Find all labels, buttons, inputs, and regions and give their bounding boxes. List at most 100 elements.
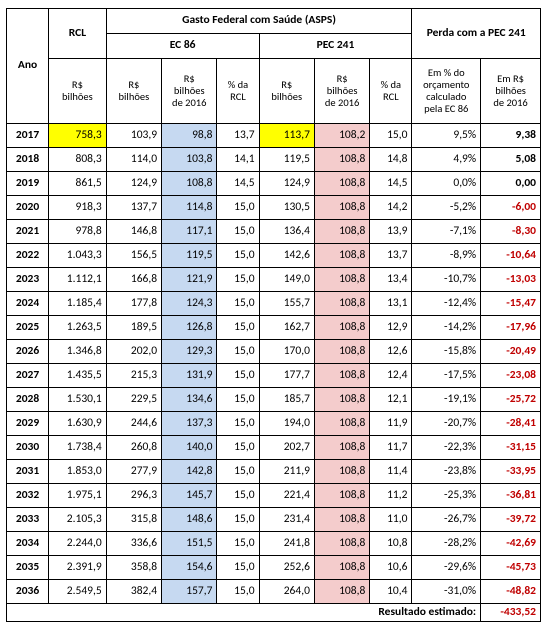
- table-row: 20321.975,1296,3145,715,0221,4108,811,2-…: [7, 484, 541, 508]
- cell-rcl: 2.549,5: [49, 580, 107, 604]
- cell-ano: 2024: [7, 292, 49, 316]
- cell-perda-bilhoes: -13,03: [481, 268, 541, 292]
- cell-ec-bilhoes: 124,9: [106, 172, 161, 196]
- table-row: 20342.244,0336,6151,515,0241,8108,810,8-…: [7, 532, 541, 556]
- table-row: 20251.263,5189,5126,815,0162,7108,812,9-…: [7, 316, 541, 340]
- cell-ec-pct: 15,0: [217, 532, 259, 556]
- table-row: 20362.549,5382,4157,715,0264,0108,810,4-…: [7, 580, 541, 604]
- cell-perda-bilhoes: 9,38: [481, 124, 541, 148]
- cell-pec-bilhoes: 136,4: [259, 220, 314, 244]
- cell-perda-pct: -20,7%: [412, 412, 481, 436]
- cell-rcl: 1.043,3: [49, 244, 107, 268]
- cell-pec-bilhoes: 170,0: [259, 340, 314, 364]
- cell-rcl: 1.346,8: [49, 340, 107, 364]
- cell-pec-pct: 15,0: [370, 124, 412, 148]
- cell-pec-bilhoes: 231,4: [259, 508, 314, 532]
- table-row: 2019861,5124,9108,814,5124,9108,814,50,0…: [7, 172, 541, 196]
- cell-perda-pct: -23,8%: [412, 460, 481, 484]
- cell-ec-bilhoes2016: 154,6: [162, 556, 217, 580]
- cell-perda-pct: 4,9%: [412, 148, 481, 172]
- table-row: 2021978,8146,8117,115,0136,4108,813,9-7,…: [7, 220, 541, 244]
- cell-ec-pct: 15,0: [217, 412, 259, 436]
- cell-perda-pct: 0,0%: [412, 172, 481, 196]
- cell-ano: 2027: [7, 364, 49, 388]
- col-rcl-bilhoes: R$bilhões: [49, 59, 107, 124]
- cell-pec-bilhoes2016: 108,8: [314, 412, 369, 436]
- cell-ec-bilhoes: 296,3: [106, 484, 161, 508]
- cell-ano: 2033: [7, 508, 49, 532]
- colgroup-rcl: RCL: [49, 9, 107, 59]
- cell-ano: 2032: [7, 484, 49, 508]
- cell-pec-bilhoes: 113,7: [259, 124, 314, 148]
- cell-pec-pct: 11,0: [370, 508, 412, 532]
- table-row: 2017758,3103,998,813,7113,7108,215,09,5%…: [7, 124, 541, 148]
- cell-rcl: 2.391,9: [49, 556, 107, 580]
- cell-pec-bilhoes: 130,5: [259, 196, 314, 220]
- table-row: 20221.043,3156,5119,515,0142,6108,813,7-…: [7, 244, 541, 268]
- cell-perda-bilhoes: -33,95: [481, 460, 541, 484]
- cell-perda-pct: -25,3%: [412, 484, 481, 508]
- health-spending-table: Ano RCL Gasto Federal com Saúde (ASPS) P…: [6, 8, 541, 622]
- table-row: 20291.630,9244,6137,315,0194,0108,811,9-…: [7, 412, 541, 436]
- cell-pec-bilhoes: 252,6: [259, 556, 314, 580]
- cell-perda-pct: -22,3%: [412, 436, 481, 460]
- cell-ec-pct: 15,0: [217, 508, 259, 532]
- cell-pec-pct: 14,2: [370, 196, 412, 220]
- cell-pec-bilhoes2016: 108,8: [314, 196, 369, 220]
- cell-ano: 2018: [7, 148, 49, 172]
- col-pec-pct: % daRCL: [370, 59, 412, 124]
- cell-ec-bilhoes2016: 131,9: [162, 364, 217, 388]
- cell-perda-pct: -12,4%: [412, 292, 481, 316]
- cell-pec-pct: 12,9: [370, 316, 412, 340]
- cell-ec-bilhoes: 156,5: [106, 244, 161, 268]
- cell-ec-pct: 15,0: [217, 460, 259, 484]
- cell-pec-pct: 13,7: [370, 244, 412, 268]
- cell-ano: 2036: [7, 580, 49, 604]
- cell-perda-bilhoes: -6,00: [481, 196, 541, 220]
- cell-perda-pct: -19,1%: [412, 388, 481, 412]
- cell-pec-bilhoes2016: 108,8: [314, 172, 369, 196]
- cell-rcl: 1.630,9: [49, 412, 107, 436]
- cell-ec-pct: 15,0: [217, 364, 259, 388]
- cell-ano: 2035: [7, 556, 49, 580]
- cell-ano: 2030: [7, 436, 49, 460]
- cell-perda-pct: -5,2%: [412, 196, 481, 220]
- cell-perda-pct: 9,5%: [412, 124, 481, 148]
- cell-pec-pct: 12,4: [370, 364, 412, 388]
- col-perda-bilhoes: Em R$bilhõesde 2016: [481, 59, 541, 124]
- cell-perda-pct: -28,2%: [412, 532, 481, 556]
- cell-ec-bilhoes: 114,0: [106, 148, 161, 172]
- cell-ec-bilhoes: 189,5: [106, 316, 161, 340]
- cell-pec-bilhoes: 264,0: [259, 580, 314, 604]
- cell-rcl: 1.185,4: [49, 292, 107, 316]
- cell-perda-pct: -8,9%: [412, 244, 481, 268]
- col-perda-pct: Em % doorçamentocalculadopela EC 86: [412, 59, 481, 124]
- cell-perda-bilhoes: -25,72: [481, 388, 541, 412]
- cell-perda-bilhoes: -23,08: [481, 364, 541, 388]
- col-ec-pct: % daRCL: [217, 59, 259, 124]
- cell-ec-bilhoes: 229,5: [106, 388, 161, 412]
- colgroup-perda: Perda com a PEC 241: [412, 9, 541, 59]
- cell-rcl: 1.975,1: [49, 484, 107, 508]
- cell-ec-bilhoes2016: 151,5: [162, 532, 217, 556]
- cell-ec-pct: 15,0: [217, 436, 259, 460]
- cell-rcl: 1.853,0: [49, 460, 107, 484]
- cell-pec-bilhoes2016: 108,8: [314, 268, 369, 292]
- col-pec-bilhoes: R$bilhões: [259, 59, 314, 124]
- col-pec-bilhoes2016: R$bilhõesde 2016: [314, 59, 369, 124]
- cell-perda-pct: -15,8%: [412, 340, 481, 364]
- cell-pec-pct: 11,9: [370, 412, 412, 436]
- cell-ec-bilhoes: 177,8: [106, 292, 161, 316]
- cell-ec-bilhoes: 166,8: [106, 268, 161, 292]
- cell-rcl: 861,5: [49, 172, 107, 196]
- cell-ano: 2031: [7, 460, 49, 484]
- cell-perda-bilhoes: -8,30: [481, 220, 541, 244]
- cell-perda-bilhoes: 5,08: [481, 148, 541, 172]
- cell-rcl: 1.112,1: [49, 268, 107, 292]
- cell-ano: 2026: [7, 340, 49, 364]
- cell-perda-pct: -26,7%: [412, 508, 481, 532]
- cell-rcl: 1.263,5: [49, 316, 107, 340]
- table-row: 20311.853,0277,9142,815,0211,9108,811,4-…: [7, 460, 541, 484]
- cell-ec-bilhoes: 146,8: [106, 220, 161, 244]
- cell-ano: 2017: [7, 124, 49, 148]
